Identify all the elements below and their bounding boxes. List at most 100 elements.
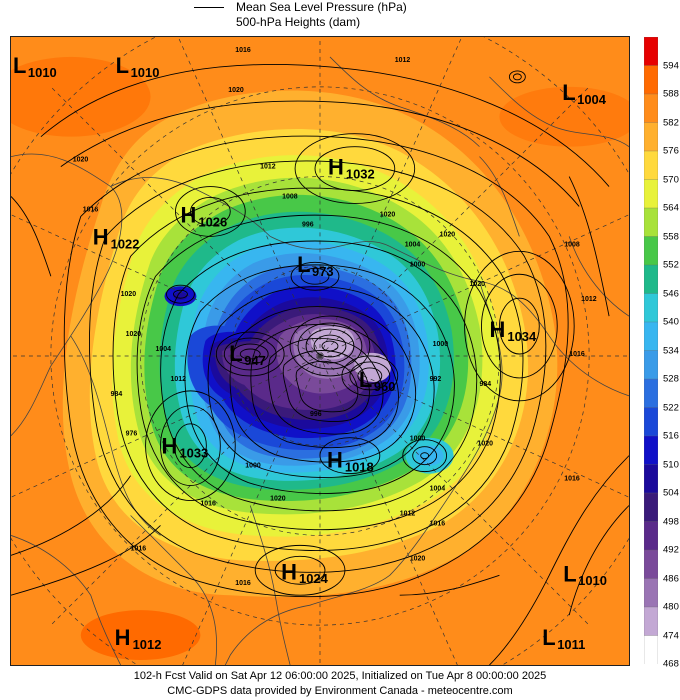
color-scale-label: 564 [663,202,679,214]
warm-patch-ne [499,86,629,147]
isobar-label: 1020 [470,281,486,288]
isobar-label: 996 [310,411,322,418]
isobars [11,64,629,665]
color-scale-label: 588 [663,88,679,100]
pressure-center-letter: L [297,252,310,277]
polar-weather-map: 1016 1012 1020 1012 1008 996 1020 1004 1… [10,36,630,666]
color-scale-swatch [644,578,658,608]
color-scale-swatch [644,65,658,95]
isobar-label: 1016 [564,476,580,483]
color-scale-label: 510 [663,459,679,470]
isobar-label: 1008 [564,241,580,248]
color-scale-label: 558 [663,231,679,242]
pressure-center-letter: H [489,317,505,342]
pressure-center-value: 1011 [557,637,585,652]
pressure-center-value: 1033 [179,446,208,461]
pressure-center-letter: L [229,341,242,366]
pressure-center-value: 1004 [577,92,607,107]
color-scale-label: 468 [663,658,679,670]
isobar-label: 1012 [260,164,276,171]
color-scale-swatch [644,122,658,152]
color-scale-label: 516 [663,430,679,442]
color-scale-label: 486 [663,573,679,584]
pressure-center-letter: L [562,80,575,105]
warm-patch-sw [80,610,201,661]
pressure-center-letter: H [115,625,131,650]
isobar-label: 1000 [433,341,449,348]
isobar-label: 1012 [581,296,597,303]
color-scale-swatch [644,93,658,124]
color-scale-label: 498 [663,516,679,527]
isobar-label: 992 [430,376,442,383]
isobar-label: 1012 [170,376,186,383]
color-scale-label: 546 [663,288,679,299]
isobar-legend-label: Mean Sea Level Pressure (hPa) [236,0,407,14]
color-scale-swatch [644,293,658,323]
pressure-center-letter: H [328,155,344,180]
isobar-label: 1020 [126,331,142,338]
color-scale-swatch [644,150,658,181]
cutoff-low-left-core [173,292,188,301]
isobar-label: 1016 [131,545,147,552]
color-scale-swatch [644,464,658,494]
isobar-label: 976 [126,431,138,438]
color-scale-label: 582 [663,117,679,128]
color-scale-bar [644,37,658,664]
pressure-center-letter: L [542,625,555,650]
isobar-label: 984 [111,391,123,398]
isobar-label: 1008 [282,193,298,200]
pressure-center-value: 1012 [133,637,162,652]
pressure-center-letter: H [162,434,178,459]
color-scale-swatch [644,635,658,664]
isobar-label: 1020 [228,87,244,94]
isobar-label: 984 [479,381,491,388]
pressure-center-letter: H [327,448,343,473]
color-scale-swatch [644,207,658,238]
isobar-label: 1020 [440,231,456,238]
color-scale-label: 480 [663,601,679,613]
isobar-label: 1016 [83,206,99,213]
pressure-center-letter: L [359,367,372,392]
isobar-label: 1020 [477,441,493,448]
isobar-label: 1020 [380,211,396,218]
color-scale-label: 534 [663,345,679,356]
pressure-center-value: 1010 [578,573,607,588]
pressure-center-value: 947 [244,353,266,368]
color-scale-label: 522 [663,402,679,413]
warm-patch-nw [11,56,151,137]
isobar-label: 1004 [156,346,172,353]
pressure-center-letter: H [93,224,109,249]
legend-top: Mean Sea Level Pressure (hPa) 500-hPa He… [190,0,510,32]
color-scale-label: 540 [663,316,679,328]
pressure-center-value: 1024 [299,571,329,586]
pressure-center-value: 1010 [28,65,57,80]
isobar-label: 996 [302,221,314,228]
color-scale-swatch [644,378,658,409]
isobar-label: 1000 [245,463,261,470]
color-scale-swatch [644,435,658,466]
color-scale-label: 576 [663,145,679,157]
pressure-center-value: 1010 [131,65,160,80]
color-scale-label: 528 [663,373,679,385]
isobar-label: 1020 [121,291,137,298]
pressure-center-value: 1022 [111,236,140,251]
color-scale-label: 504 [663,487,679,499]
data-credit-text: CMC-GDPS data provided by Environment Ca… [167,685,513,697]
color-scale-swatch [644,606,658,637]
pressure-center-letter: L [13,53,26,78]
isobar-label: 1000 [410,436,426,443]
isobar-label: 1020 [410,555,426,562]
pressure-center-letter: H [281,559,297,584]
isobar-label: 1016 [569,351,585,358]
pressure-center-value: 1032 [346,167,375,182]
forecast-validity-text: 102-h Fcst Valid on Sat Apr 12 06:00:00 … [133,670,547,682]
pressure-center-value: 1018 [345,460,374,475]
color-scale-label: 594 [663,60,679,71]
isobar-label: 1016 [235,47,251,54]
isobar-label: 1020 [73,157,89,164]
color-scale-label: 492 [663,544,679,556]
heights-legend-label: 500-hPa Heights (dam) [236,15,361,29]
color-scale-label: 570 [663,174,679,185]
isobar-label: 1004 [430,486,446,493]
color-scale-label: 552 [663,259,679,271]
